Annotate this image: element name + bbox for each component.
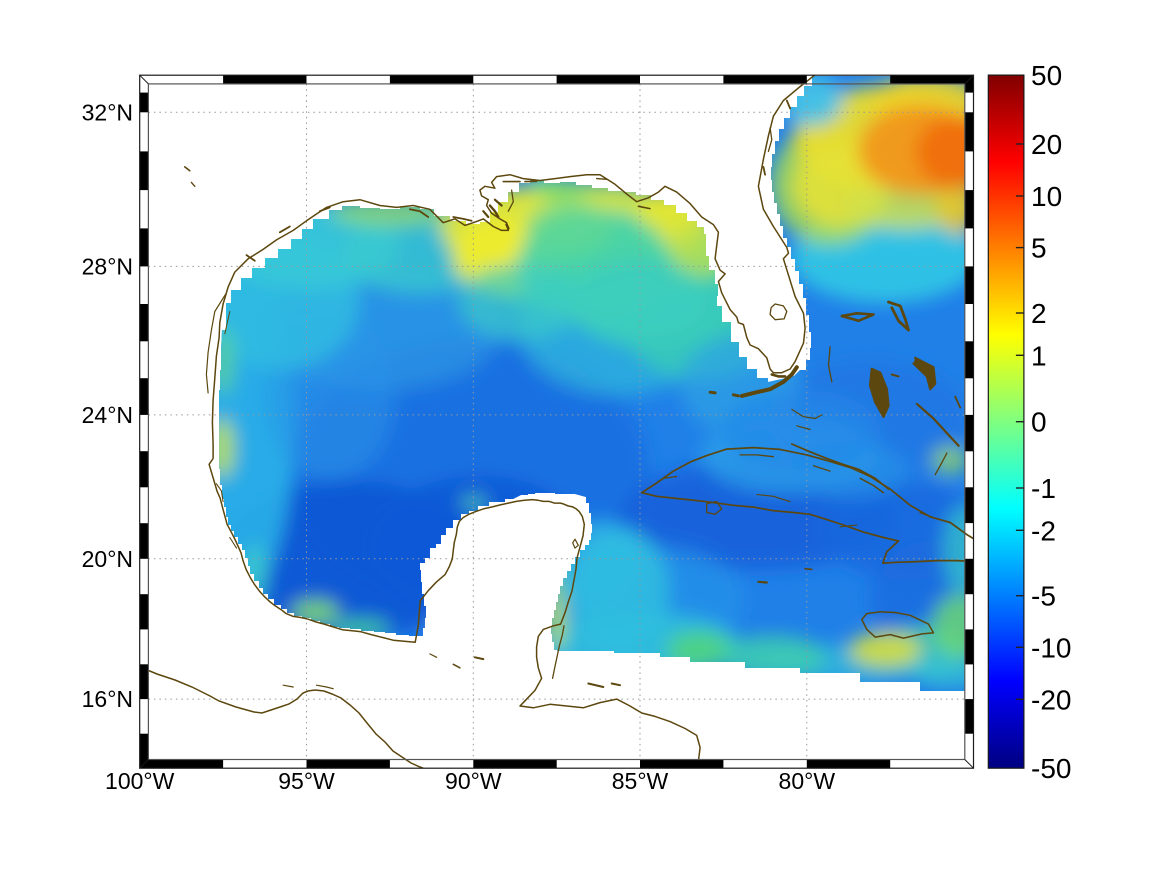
svg-text:32°N: 32°N bbox=[82, 99, 133, 125]
svg-text:-2: -2 bbox=[1031, 515, 1056, 546]
svg-text:0: 0 bbox=[1031, 407, 1047, 438]
svg-text:85°W: 85°W bbox=[612, 768, 669, 794]
svg-text:16°N: 16°N bbox=[82, 686, 133, 712]
svg-text:90°W: 90°W bbox=[445, 768, 502, 794]
svg-text:50: 50 bbox=[1031, 60, 1062, 91]
svg-text:-50: -50 bbox=[1031, 753, 1071, 784]
svg-text:1: 1 bbox=[1031, 340, 1047, 371]
svg-text:28°N: 28°N bbox=[82, 253, 133, 279]
svg-text:100°W: 100°W bbox=[105, 768, 175, 794]
svg-text:5: 5 bbox=[1031, 233, 1047, 264]
svg-text:95°W: 95°W bbox=[278, 768, 335, 794]
svg-text:-10: -10 bbox=[1031, 632, 1071, 663]
svg-text:-1: -1 bbox=[1031, 473, 1056, 504]
svg-text:80°W: 80°W bbox=[779, 768, 836, 794]
svg-text:24°N: 24°N bbox=[82, 402, 133, 428]
svg-text:-5: -5 bbox=[1031, 581, 1056, 612]
svg-text:20°N: 20°N bbox=[82, 546, 133, 572]
svg-text:-20: -20 bbox=[1031, 684, 1071, 715]
svg-text:2: 2 bbox=[1031, 298, 1047, 329]
svg-text:20: 20 bbox=[1031, 129, 1062, 160]
svg-text:10: 10 bbox=[1031, 181, 1062, 212]
